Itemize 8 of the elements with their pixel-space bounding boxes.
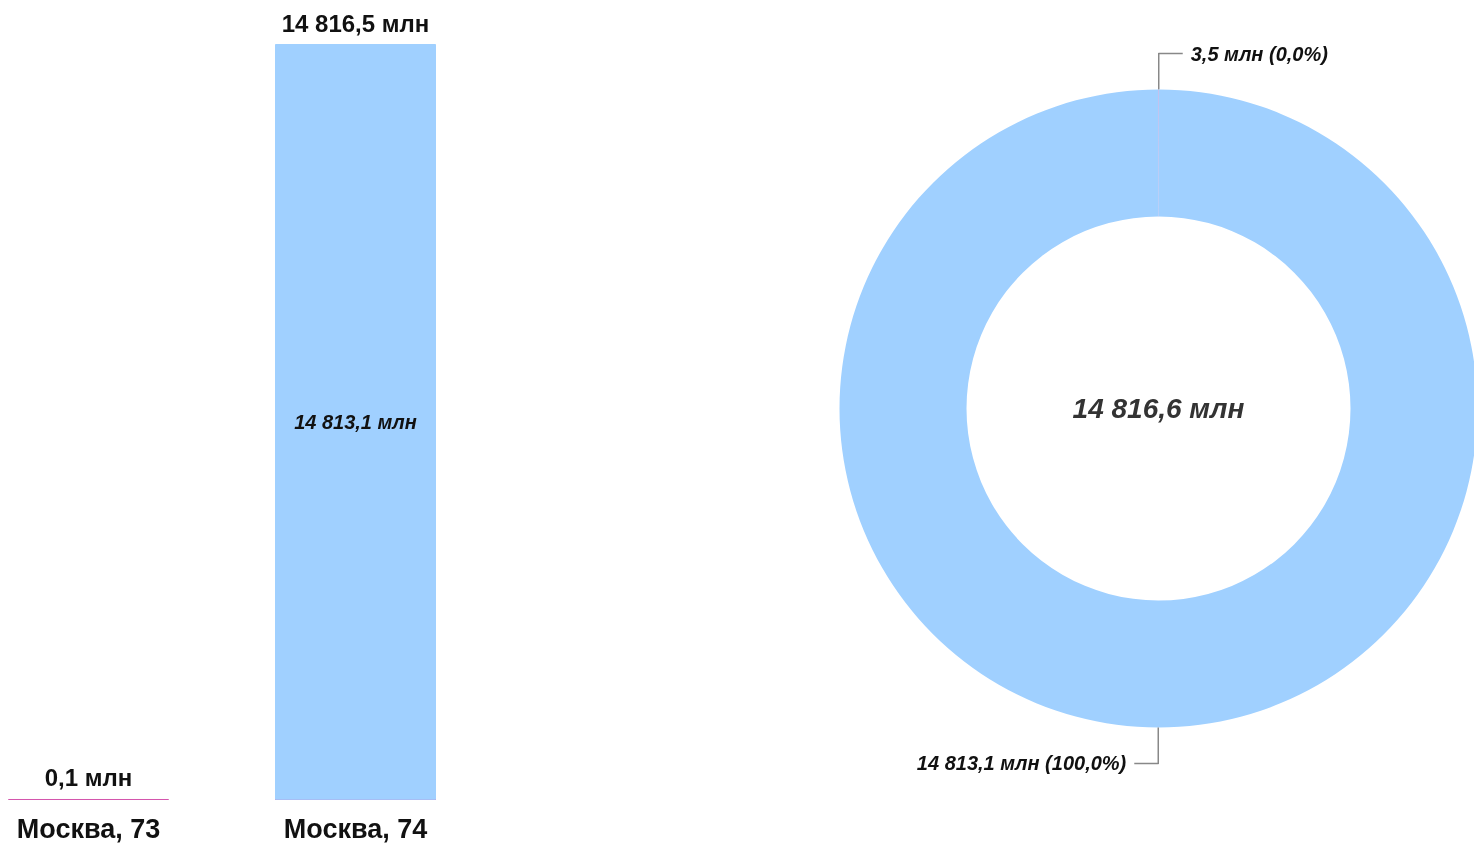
data-label: 14 813,1 млн — [294, 410, 417, 433]
data-label: 3,5 млн (0,0%) — [1190, 42, 1329, 65]
text: 14 816,6 млн — [1072, 393, 1245, 424]
x-tick-label: Москва, 74 — [283, 813, 428, 844]
total-label: 14 816,5 млн — [281, 9, 430, 37]
data-label: 14 813,1 млн (100,0%) — [916, 752, 1127, 775]
total-label: 0,1 млн — [44, 764, 133, 792]
x-tick-label: Москва, 73 — [16, 813, 161, 844]
